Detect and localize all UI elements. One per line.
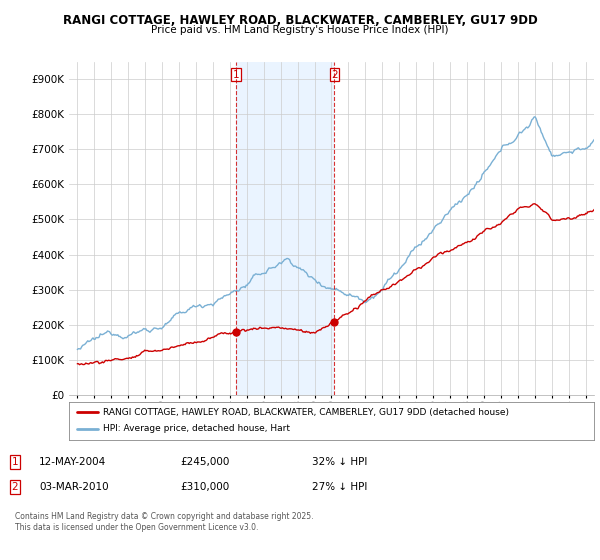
Text: 2: 2 <box>331 70 338 80</box>
Text: HPI: Average price, detached house, Hart: HPI: Average price, detached house, Hart <box>103 424 290 433</box>
Text: 32% ↓ HPI: 32% ↓ HPI <box>312 457 367 467</box>
Text: Price paid vs. HM Land Registry's House Price Index (HPI): Price paid vs. HM Land Registry's House … <box>151 25 449 35</box>
Text: 1: 1 <box>233 70 239 80</box>
Text: 27% ↓ HPI: 27% ↓ HPI <box>312 482 367 492</box>
Text: 1: 1 <box>11 457 19 467</box>
Text: 12-MAY-2004: 12-MAY-2004 <box>39 457 106 467</box>
Text: Contains HM Land Registry data © Crown copyright and database right 2025.
This d: Contains HM Land Registry data © Crown c… <box>15 512 314 532</box>
Text: 03-MAR-2010: 03-MAR-2010 <box>39 482 109 492</box>
Text: £310,000: £310,000 <box>180 482 229 492</box>
Text: 2: 2 <box>11 482 19 492</box>
Text: RANGI COTTAGE, HAWLEY ROAD, BLACKWATER, CAMBERLEY, GU17 9DD (detached house): RANGI COTTAGE, HAWLEY ROAD, BLACKWATER, … <box>103 408 509 417</box>
Bar <box>236 62 334 395</box>
Text: RANGI COTTAGE, HAWLEY ROAD, BLACKWATER, CAMBERLEY, GU17 9DD: RANGI COTTAGE, HAWLEY ROAD, BLACKWATER, … <box>62 14 538 27</box>
Text: £245,000: £245,000 <box>180 457 229 467</box>
